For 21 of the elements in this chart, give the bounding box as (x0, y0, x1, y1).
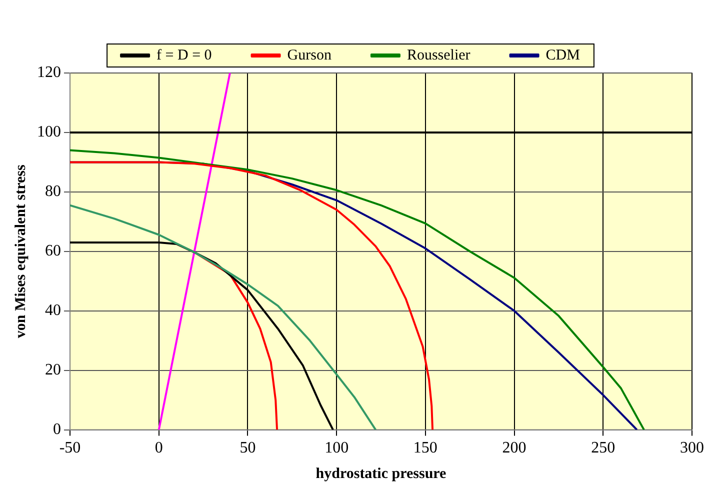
y-axis-title: von Mises equivalent stress (12, 164, 29, 338)
x-tick-label: 0 (154, 440, 163, 457)
y-tick-label: 120 (37, 64, 61, 82)
x-tick-label: -50 (59, 440, 81, 457)
x-tick-label: 300 (680, 440, 704, 457)
x-tick-label: 250 (591, 440, 616, 457)
x-tick-label: 150 (413, 440, 438, 457)
y-tick-label: 100 (37, 124, 61, 141)
y-tick-label: 60 (45, 242, 61, 260)
legend-label: CDM (546, 47, 580, 64)
legend-label: Gurson (287, 47, 332, 64)
y-tick-label: 20 (45, 362, 61, 379)
x-axis-title: hydrostatic pressure (316, 466, 447, 482)
x-tick-label: 100 (324, 440, 349, 457)
y-tick-label: 0 (53, 421, 61, 438)
legend-label: f = D = 0 (156, 47, 212, 64)
legend-label: Rousselier (406, 47, 470, 64)
y-tick-label: 80 (45, 183, 61, 200)
x-tick-label: 50 (240, 440, 256, 457)
x-tick-label: 200 (502, 440, 526, 457)
y-tick-label: 40 (45, 302, 61, 320)
